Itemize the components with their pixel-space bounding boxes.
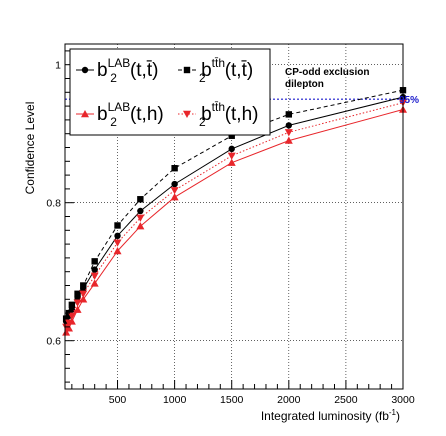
data-point xyxy=(136,222,145,230)
legend-entry-4: btt̄h 2 (t,h) xyxy=(178,100,258,129)
data-point xyxy=(183,66,191,74)
legend-label: bLAB 2 (t,t̄) xyxy=(97,56,158,85)
data-point xyxy=(285,111,293,118)
data-point xyxy=(284,136,293,144)
x-axis-title: Integrated luminosity (fb-1) xyxy=(261,408,400,423)
y-tick-label: 0.6 xyxy=(46,336,61,348)
data-point xyxy=(68,301,76,309)
legend: bLAB 2 (t,t̄) btt̄h 2 (t,t̄) bLAB 2 (t,h) btt̄h 2(… xyxy=(69,48,271,136)
data-point xyxy=(81,110,89,118)
legend-label: btt̄h 2 (t,h) xyxy=(199,100,258,129)
data-point xyxy=(62,315,70,322)
data-point xyxy=(74,290,81,297)
legend-box xyxy=(69,48,271,136)
legend-entry-1: bLAB 2 (t,t̄) xyxy=(76,56,158,85)
data-point xyxy=(91,266,98,273)
data-point xyxy=(64,324,73,332)
data-point xyxy=(228,132,235,139)
data-point xyxy=(114,222,121,229)
data-point xyxy=(137,207,144,215)
data-point xyxy=(137,196,144,203)
data-point xyxy=(90,279,99,287)
data-point xyxy=(67,312,76,320)
x-tick-label: 1500 xyxy=(220,394,244,406)
y-axis-title: Confidence Level xyxy=(23,102,37,195)
x-tick-label: 1000 xyxy=(163,394,187,406)
data-point xyxy=(171,165,178,172)
data-point xyxy=(80,282,87,289)
data-point xyxy=(170,193,179,201)
annotation-line-1: CP-odd exclusion xyxy=(285,67,369,78)
data-point xyxy=(79,295,88,303)
data-point xyxy=(227,158,236,166)
data-point xyxy=(114,232,121,240)
data-point xyxy=(136,214,145,222)
legend-entry-3: bLAB 2 (t,h) xyxy=(76,100,164,129)
series-line xyxy=(65,89,404,319)
series-4 xyxy=(62,99,407,331)
legend-entry-2: btt̄h 2 (t,t̄) xyxy=(178,56,253,85)
data-point xyxy=(73,299,82,307)
data-point xyxy=(227,152,236,160)
data-point xyxy=(91,258,98,265)
data-point xyxy=(64,319,73,327)
data-point xyxy=(113,239,122,247)
data-point xyxy=(73,305,82,313)
x-tick-label: 500 xyxy=(109,394,127,406)
x-tick-label: 2000 xyxy=(277,394,301,406)
data-point xyxy=(62,328,71,336)
data-point xyxy=(170,187,179,195)
data-point xyxy=(285,122,293,129)
reference-line-label: 95% xyxy=(399,95,419,106)
data-point xyxy=(171,180,178,188)
x-tick-label: 2500 xyxy=(334,394,358,406)
legend-label: bLAB 2 (t,h) xyxy=(97,100,164,129)
y-tick-label: 0.8 xyxy=(46,198,61,210)
x-tick-label: 3000 xyxy=(391,394,415,406)
data-point xyxy=(228,145,235,153)
y-tick-label: 1 xyxy=(55,60,61,72)
legend-label: btt̄h 2 (t,t̄) xyxy=(199,56,253,85)
series-layer xyxy=(62,87,407,336)
data-point xyxy=(183,110,191,118)
data-point xyxy=(79,290,88,298)
axis-ticks: 500 1000 1500 2000 2500 3000 0.6 0.8 1 xyxy=(46,50,415,406)
data-point xyxy=(90,272,99,280)
data-point xyxy=(81,66,89,74)
data-point xyxy=(284,129,293,137)
series-3 xyxy=(62,105,407,336)
data-point xyxy=(113,247,122,255)
annotation-line-2: dilepton xyxy=(285,79,324,90)
